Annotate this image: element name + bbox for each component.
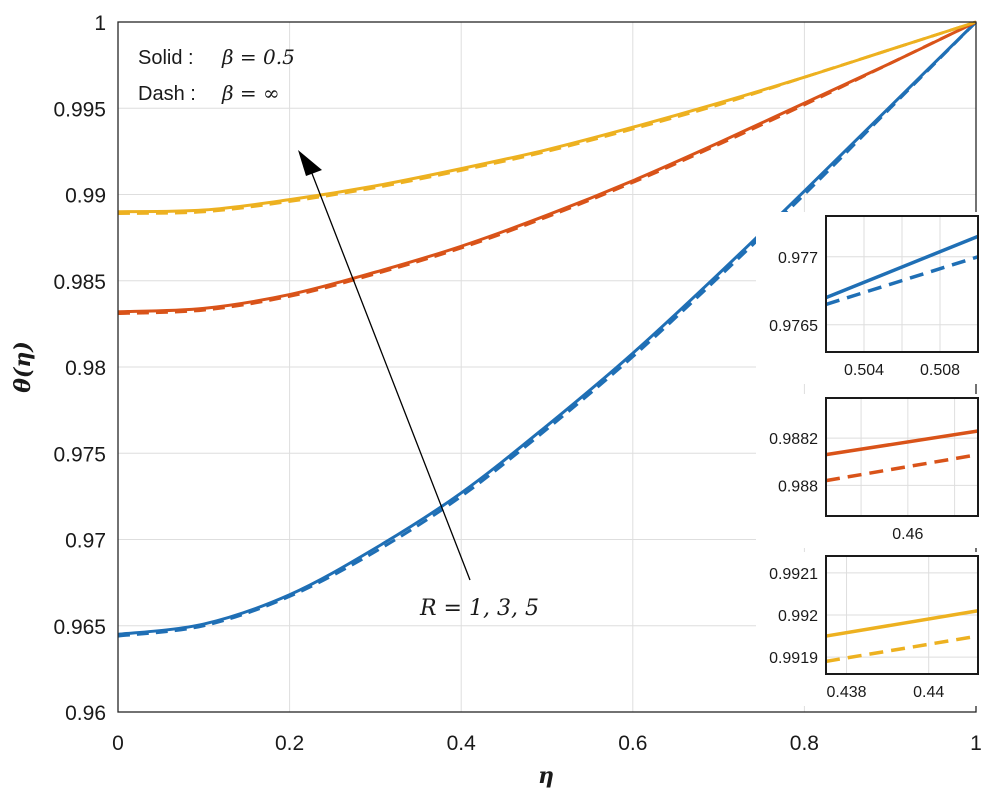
legend-dash-label: Dash : [138,83,196,105]
inset-x-tick-label: 0.438 [827,684,867,701]
inset-y-tick-label: 0.988 [778,478,818,495]
inset-frame [825,555,979,675]
series-line-solid [117,20,977,314]
inset-frame [825,397,979,517]
series-line-solid [117,20,978,636]
y-tick-label: 0.985 [53,271,106,294]
inset-series-dash [825,452,979,483]
x-tick-label: 0.2 [275,732,304,755]
main-series-group [117,20,978,638]
inset-frame [825,215,979,353]
inset-series-solid [825,234,979,300]
annotation-text: R = 1, 3, 5 [419,596,539,621]
inset-series-solid [825,429,979,457]
inset-x-tick-label: 0.504 [844,362,884,379]
inset-yellow-zoom: 0.438 0.44 0.9921 0.992 0.9919 [756,552,980,706]
y-tick-label: 0.965 [53,616,106,639]
y-tick-label: 0.99 [65,185,106,208]
inset-plot-area [826,398,978,516]
y-tick-labels: 0.96 0.965 0.97 0.975 0.98 0.985 0.99 0.995 1 [53,12,106,725]
inset-x-tick-label: 0.508 [920,362,960,379]
inset-x-tick-label: 0.44 [913,684,944,701]
inset-orange-zoom: 0.46 0.9882 0.988 [756,394,980,548]
inset-y-tick-label: 0.9882 [769,431,818,448]
annotation-arrow-line [305,157,471,581]
y-tick-label: 0.975 [53,443,106,466]
x-tick-label: 0.8 [790,732,819,755]
inset-blue-zoom: 0.504 0.508 0.9765 0.977 [756,212,980,384]
x-tick-label: 0.6 [618,732,647,755]
y-tick-label: 0.98 [65,357,106,380]
annotation: R = 1, 3, 5 [298,150,539,621]
y-tick-label: 0.96 [65,702,106,725]
inset-y-tick-label: 0.992 [778,608,818,625]
legend: Solid : β = 0.5 Dash : β = ∞ [138,45,295,105]
inset-y-tick-label: 0.9921 [769,566,818,583]
legend-dash-value: β = ∞ [221,81,280,105]
legend-solid-value: β = 0.5 [221,45,295,69]
annotation-arrowhead [298,150,322,176]
x-tick-labels: 0 0.2 0.4 0.6 0.8 1 [112,732,982,755]
x-tick-label: 0 [112,732,124,755]
y-tick-label: 0.97 [65,530,106,553]
inset-x-tick-label: 0.46 [892,526,923,543]
y-tick-label: 1 [94,12,106,35]
x-axis-label: η [538,763,554,789]
inset-series-dash [825,255,979,307]
inset-y-tick-label: 0.9765 [769,318,818,335]
legend-solid-label: Solid : [138,47,194,69]
y-axis-label: θ(η) [10,341,36,393]
x-tick-label: 0.4 [447,732,477,755]
series-line-solid [117,20,977,214]
inset-y-tick-label: 0.9919 [769,650,818,667]
inset-series-solid [825,609,979,638]
inset-series-dash [825,634,979,664]
x-tick-label: 1 [970,732,982,755]
y-tick-label: 0.995 [53,98,106,121]
inset-y-tick-label: 0.977 [778,250,818,267]
